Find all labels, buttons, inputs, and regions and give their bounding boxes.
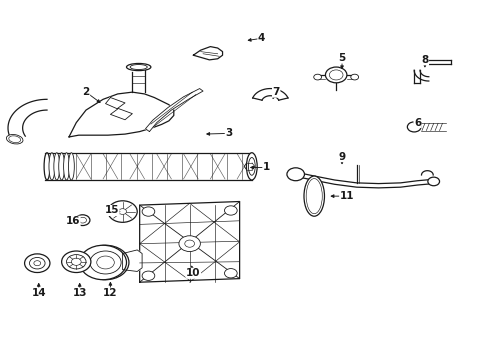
Text: 7: 7 (272, 87, 279, 97)
Circle shape (179, 236, 200, 252)
Text: 2: 2 (82, 87, 89, 97)
Circle shape (142, 207, 155, 216)
Ellipse shape (246, 153, 257, 180)
Circle shape (224, 206, 237, 215)
Circle shape (224, 269, 237, 278)
Text: 8: 8 (421, 55, 427, 65)
Circle shape (329, 70, 342, 80)
Text: 6: 6 (413, 118, 420, 128)
Circle shape (24, 254, 50, 273)
Circle shape (313, 74, 321, 80)
Text: 16: 16 (65, 216, 80, 226)
Circle shape (108, 201, 137, 222)
Circle shape (80, 245, 126, 280)
Circle shape (90, 251, 121, 274)
Ellipse shape (68, 153, 74, 180)
Polygon shape (295, 172, 433, 188)
Circle shape (350, 74, 358, 80)
Circle shape (82, 245, 129, 280)
Text: 12: 12 (103, 288, 118, 298)
Text: 10: 10 (185, 268, 200, 278)
Text: 1: 1 (262, 162, 269, 172)
Polygon shape (105, 98, 132, 120)
Circle shape (184, 240, 194, 247)
Polygon shape (193, 46, 222, 60)
Ellipse shape (304, 176, 324, 216)
Ellipse shape (305, 179, 322, 214)
Ellipse shape (130, 64, 147, 69)
Polygon shape (69, 92, 173, 137)
Ellipse shape (126, 63, 151, 71)
Circle shape (34, 261, 41, 266)
Circle shape (66, 255, 86, 269)
Ellipse shape (6, 135, 23, 144)
Text: 14: 14 (31, 288, 46, 298)
Text: 13: 13 (72, 288, 87, 298)
Circle shape (286, 168, 304, 181)
Circle shape (79, 217, 86, 223)
Text: 15: 15 (104, 206, 119, 216)
Circle shape (75, 215, 90, 226)
Ellipse shape (63, 153, 69, 180)
Ellipse shape (9, 136, 20, 143)
Polygon shape (140, 202, 239, 282)
Circle shape (407, 122, 420, 132)
Circle shape (71, 258, 81, 265)
Polygon shape (413, 70, 428, 81)
Circle shape (142, 271, 155, 280)
Circle shape (119, 209, 126, 215)
Ellipse shape (54, 153, 60, 180)
Text: 4: 4 (257, 33, 264, 43)
Circle shape (427, 177, 439, 186)
Ellipse shape (248, 158, 255, 175)
Polygon shape (44, 153, 251, 180)
Polygon shape (252, 89, 287, 100)
Text: 5: 5 (338, 53, 345, 63)
Circle shape (97, 256, 114, 269)
Text: 11: 11 (339, 191, 353, 201)
Circle shape (61, 251, 91, 273)
Ellipse shape (44, 153, 50, 180)
Ellipse shape (49, 153, 55, 180)
Ellipse shape (59, 153, 64, 180)
Circle shape (29, 257, 45, 269)
Circle shape (325, 67, 346, 83)
Text: 9: 9 (338, 152, 345, 162)
Text: 3: 3 (225, 129, 232, 138)
Polygon shape (145, 89, 203, 132)
Polygon shape (122, 250, 142, 271)
